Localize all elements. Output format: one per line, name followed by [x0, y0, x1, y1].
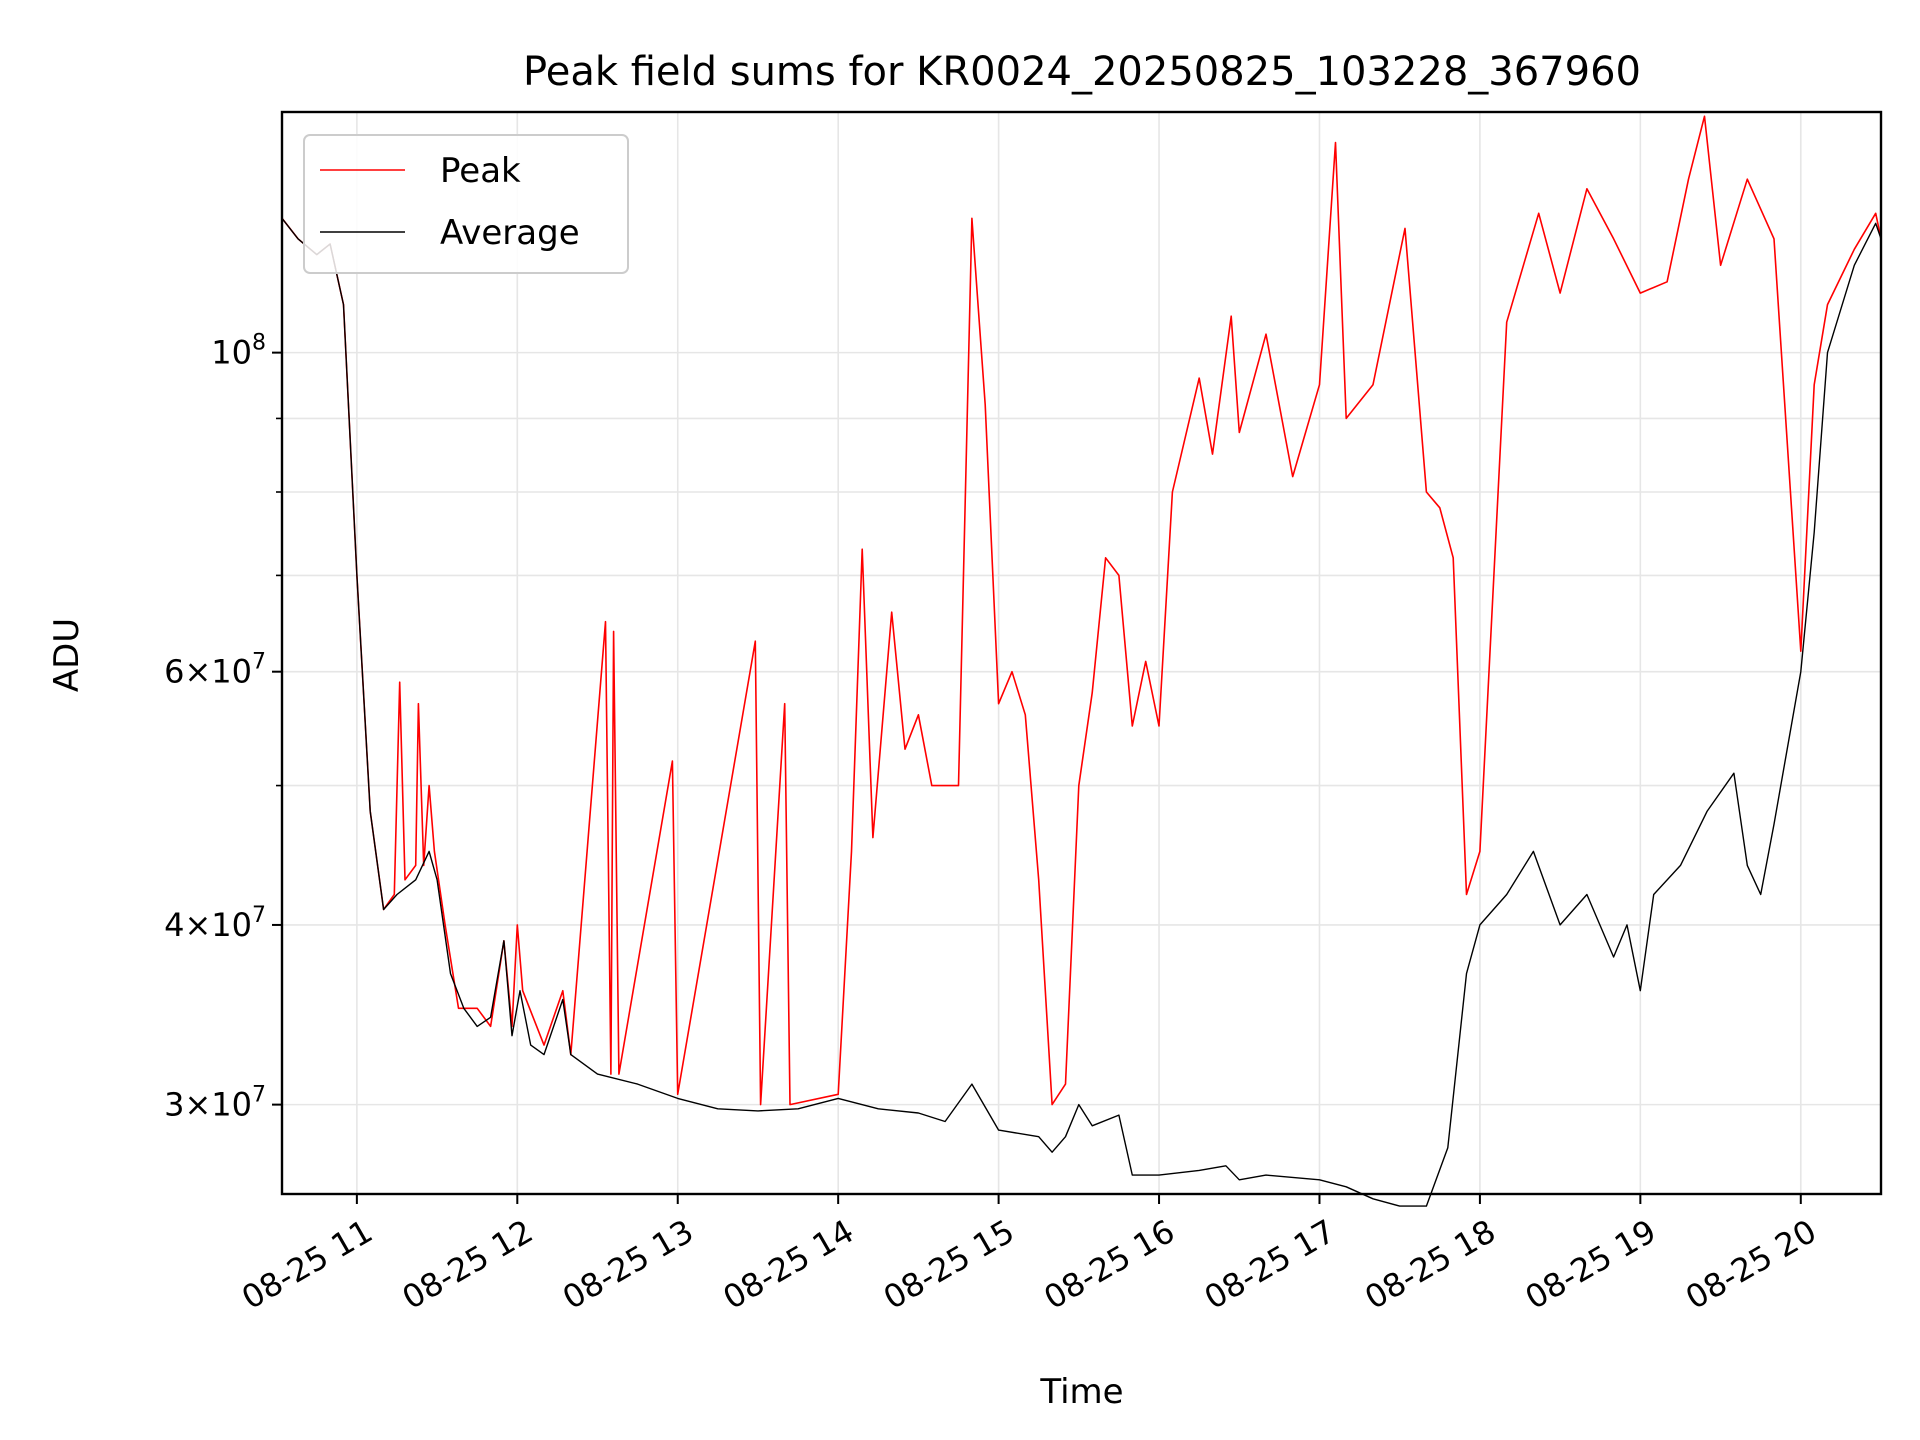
series-line-average: [281, 217, 1882, 1207]
series-lines: [281, 115, 1882, 1207]
y-tick-label: 4×107: [164, 903, 266, 944]
y-tick-label: 3×107: [164, 1083, 266, 1124]
plot-area-frame: [280, 110, 1883, 1196]
y-tick-label: 108: [211, 331, 266, 372]
y-axis-label: ADU: [47, 618, 87, 692]
legend-label-average: Average: [440, 213, 580, 253]
legend-label-peak: Peak: [440, 151, 521, 191]
y-axis: 3×107 4×107 6×107 108: [164, 331, 282, 1124]
chart-title: Peak field sums for KR0024_20250825_1032…: [523, 49, 1641, 95]
x-axis-label: Time: [1039, 1372, 1123, 1412]
series-line-peak: [281, 115, 1882, 1106]
y-tick-label: 6×107: [164, 650, 266, 691]
legend: Peak Average: [303, 134, 629, 274]
